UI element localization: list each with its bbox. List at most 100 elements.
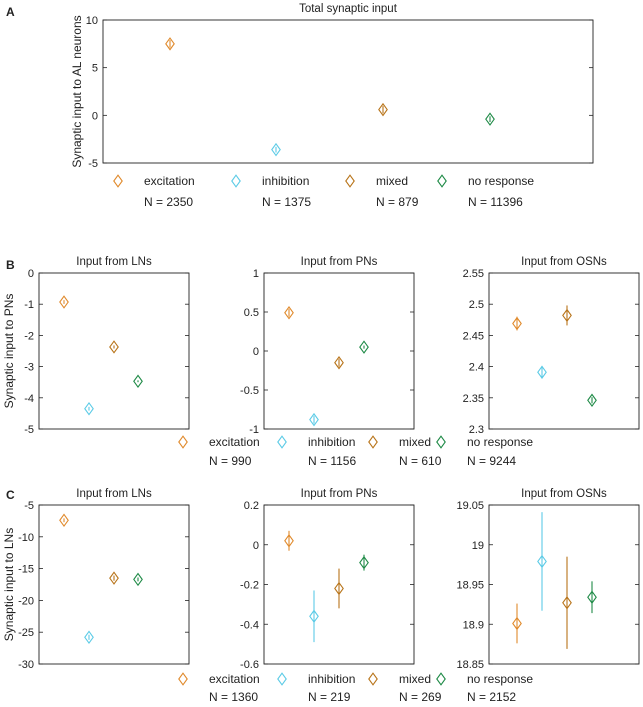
y-tick-label-b3: 2.35 — [463, 393, 484, 405]
legend-marker-c-1 — [277, 672, 287, 686]
y-tick-label-b1: -4 — [24, 393, 34, 405]
legend-label-b-1: inhibition — [308, 435, 355, 449]
y-axis-label-c1: Synaptic input to LNs — [2, 528, 16, 641]
y-tick-label-c1: -5 — [24, 500, 34, 512]
legend-count-a-3: N = 11396 — [468, 195, 523, 209]
legend-count-b-3: N = 9244 — [467, 454, 516, 468]
legend-count-b-1: N = 1156 — [308, 454, 356, 468]
y-tick-label-c1: -20 — [18, 595, 34, 607]
data-point-c1-2 — [109, 571, 119, 585]
legend-marker-c-3 — [436, 672, 446, 686]
legend-count-c-2: N = 269 — [399, 690, 442, 704]
data-point-b3-1 — [537, 365, 547, 379]
y-tick-label-c3: 18.9 — [463, 619, 484, 631]
legend-marker-b-1 — [277, 435, 287, 449]
y-tick-label-b3: 2.45 — [463, 330, 484, 342]
legend-label-a-1: inhibition — [262, 174, 309, 188]
data-point-b2-3 — [359, 340, 369, 354]
data-point-a-3 — [485, 112, 495, 126]
data-point-b1-3 — [133, 374, 143, 389]
y-tick-label-b2: -0.5 — [240, 385, 259, 397]
panel-label-b: B — [6, 258, 15, 272]
legend-marker-a-2 — [345, 174, 355, 188]
chart-title-b1: Input from LNs — [76, 256, 152, 268]
y-tick-label-c3: 18.95 — [456, 580, 484, 592]
legend-marker-b-0 — [178, 435, 188, 449]
y-tick-label-b1: 0 — [28, 268, 34, 280]
data-point-c2-1 — [309, 609, 319, 624]
y-tick-label-b2: 0.5 — [244, 307, 259, 319]
legend-marker-a-0 — [113, 174, 123, 188]
legend-label-a-3: no response — [468, 174, 534, 188]
y-tick-label-b3: 2.4 — [469, 362, 484, 374]
legend-marker-c-0 — [178, 672, 188, 686]
y-tick-label-a: 5 — [92, 63, 98, 75]
legend-count-b-0: N = 990 — [209, 454, 252, 468]
data-point-b1-0 — [59, 295, 69, 309]
legend-label-c-1: inhibition — [308, 672, 355, 686]
legend-marker-c-2 — [368, 672, 378, 686]
legend-marker-a-3 — [437, 174, 447, 188]
y-tick-label-c3: 19 — [472, 540, 484, 552]
data-point-b2-1 — [309, 412, 319, 427]
legend-label-c-3: no response — [467, 672, 533, 686]
y-axis-label-a: Synaptic input to AL neurons — [70, 15, 84, 167]
chart-title-b3: Input from OSNs — [521, 256, 607, 268]
y-tick-label-c2: 0 — [253, 540, 259, 552]
y-tick-label-c3: 19.05 — [456, 500, 484, 512]
legend-count-b-2: N = 610 — [399, 454, 442, 468]
chart-title-c3: Input from OSNs — [521, 488, 607, 500]
legend-count-c-3: N = 2152 — [467, 690, 516, 704]
data-point-c1-1 — [84, 630, 94, 645]
y-tick-label-a: 10 — [86, 15, 98, 27]
chart-title-c1: Input from LNs — [76, 488, 152, 500]
y-tick-label-c2: 0.2 — [244, 500, 259, 512]
plot-frame-b3 — [488, 272, 640, 430]
y-tick-label-c1: -10 — [18, 532, 34, 544]
y-tick-label-a: -5 — [88, 158, 98, 170]
y-tick-label-b1: -5 — [24, 424, 34, 436]
legend-marker-a-1 — [231, 174, 241, 188]
legend-marker-b-2 — [368, 435, 378, 449]
legend-label-a-2: mixed — [376, 174, 408, 188]
plot-frame-c1 — [38, 504, 190, 665]
legend-count-a-0: N = 2350 — [144, 195, 193, 209]
data-point-b2-0 — [284, 306, 294, 320]
legend-label-b-3: no response — [467, 435, 533, 449]
y-tick-label-c2: -0.2 — [240, 580, 259, 592]
data-point-c3-0 — [512, 616, 522, 631]
data-point-c3-1 — [537, 554, 547, 569]
legend-label-c-0: excitation — [209, 672, 260, 686]
legend-label-a-0: excitation — [144, 174, 195, 188]
y-tick-label-c2: -0.4 — [240, 619, 259, 631]
y-tick-label-c1: -25 — [18, 627, 34, 639]
plot-frame-c3 — [488, 504, 640, 665]
y-tick-label-a: 0 — [92, 110, 98, 122]
data-point-b2-2 — [334, 355, 344, 370]
plot-frame-b2 — [263, 272, 415, 430]
data-point-c3-3 — [587, 590, 597, 604]
data-point-a-2 — [378, 102, 388, 117]
y-tick-label-b1: -3 — [24, 362, 34, 374]
y-tick-label-b2: 1 — [253, 268, 259, 280]
legend-marker-b-3 — [436, 435, 446, 449]
y-axis-label-b1: Synaptic input to PNs — [2, 294, 16, 409]
y-tick-label-c1: -30 — [18, 659, 34, 671]
y-tick-label-c3: 18.85 — [456, 659, 484, 671]
data-point-b3-3 — [587, 393, 597, 408]
data-point-b1-1 — [84, 401, 94, 416]
legend-count-a-2: N = 879 — [376, 195, 419, 209]
y-tick-label-b3: 2.55 — [463, 268, 484, 280]
panel-label-a: A — [6, 5, 15, 19]
chart-title-a: Total synaptic input — [299, 3, 398, 15]
y-tick-label-b2: 0 — [253, 346, 259, 358]
y-tick-label-b3: 2.5 — [469, 299, 484, 311]
data-point-a-1 — [271, 142, 281, 157]
data-point-c2-2 — [334, 581, 344, 596]
data-point-c1-3 — [133, 572, 143, 587]
legend-label-b-2: mixed — [399, 435, 431, 449]
data-point-c3-2 — [562, 596, 572, 610]
data-point-b3-2 — [562, 308, 572, 323]
y-tick-label-b1: -1 — [24, 299, 34, 311]
plot-frame-a — [102, 19, 594, 164]
